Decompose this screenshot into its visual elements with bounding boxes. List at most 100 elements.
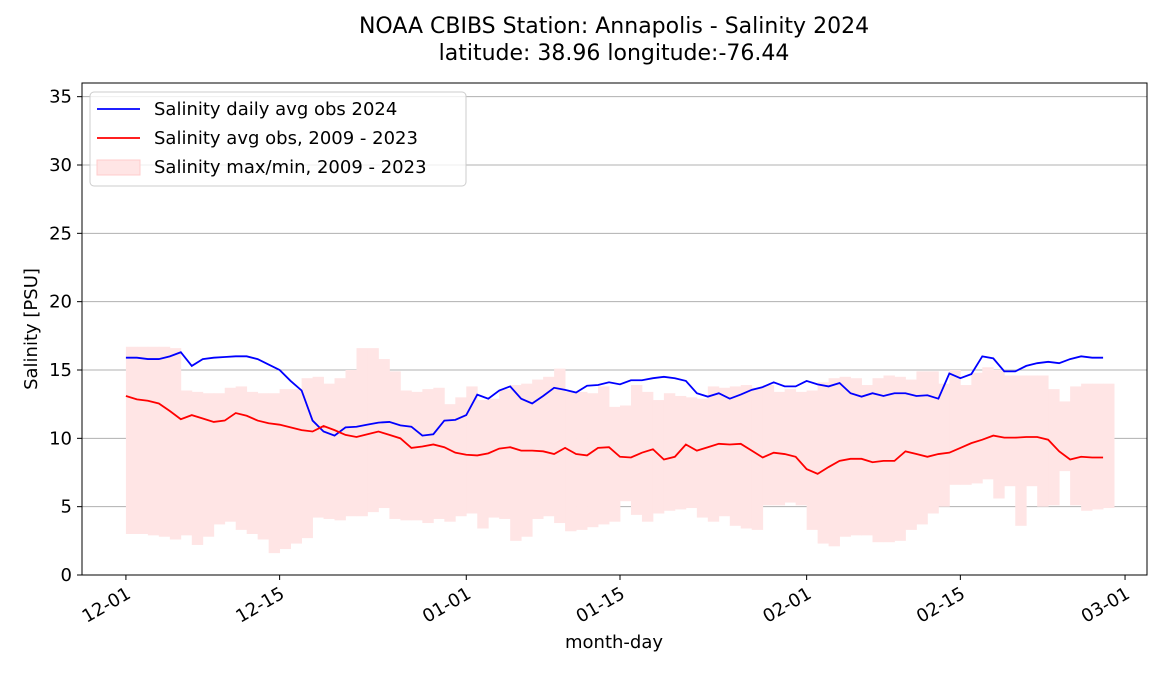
- range-band: [565, 391, 577, 532]
- range-band: [224, 387, 237, 522]
- range-band: [630, 385, 643, 515]
- x-tick-label: 12-15: [232, 583, 288, 627]
- range-band: [905, 379, 917, 530]
- range-band: [213, 393, 226, 525]
- range-band: [554, 368, 566, 524]
- x-tick-label: 12-01: [79, 583, 135, 627]
- range-band: [312, 376, 324, 518]
- legend: Salinity daily avg obs 2024 Salinity avg …: [89, 91, 467, 187]
- range-band: [400, 390, 412, 521]
- chart-title: NOAA CBIBS Station: Annapolis - Salinity…: [359, 14, 869, 39]
- range-band: [290, 389, 302, 544]
- range-band: [795, 391, 808, 506]
- legend-label: Salinity max/min, 2009 - 2023: [154, 157, 427, 178]
- range-band: [202, 393, 215, 537]
- range-band: [169, 348, 182, 540]
- range-band: [1004, 375, 1016, 487]
- range-band: [587, 393, 599, 528]
- range-band: [916, 371, 928, 525]
- range-band: [641, 391, 654, 522]
- range-band: [960, 385, 972, 485]
- series-line: [125, 351, 1104, 437]
- range-band: [609, 406, 621, 522]
- range-band: [1081, 383, 1093, 511]
- range-band: [663, 393, 676, 511]
- range-band: [598, 386, 610, 525]
- legend-box: [89, 91, 467, 187]
- range-band: [696, 398, 709, 518]
- range-band: [345, 370, 357, 517]
- legend-swatch: [96, 159, 141, 176]
- range-band: [729, 386, 742, 526]
- chart-subtitle: latitude: 38.96 longitude:-76.44: [439, 41, 790, 66]
- y-tick-label: 20: [49, 292, 72, 313]
- range-band: [532, 379, 544, 519]
- range-band: [125, 346, 138, 534]
- x-axis-label: month-day: [565, 632, 663, 653]
- range-band: [971, 372, 983, 484]
- range-band: [268, 393, 281, 554]
- x-tick-label: 03-01: [1078, 583, 1134, 627]
- range-band: [894, 376, 906, 541]
- range-band: [433, 387, 445, 519]
- range-band: [576, 391, 588, 530]
- range-band: [883, 375, 895, 543]
- range-band: [773, 391, 786, 506]
- range-band: [367, 348, 379, 513]
- y-tick-label: 15: [49, 360, 72, 381]
- range-band: [455, 397, 467, 517]
- range-band: [1015, 375, 1027, 526]
- range-band: [488, 398, 500, 518]
- range-band: [191, 391, 204, 545]
- range-band: [279, 389, 292, 550]
- y-tick-label: 10: [49, 428, 72, 449]
- y-tick-label: 30: [49, 155, 72, 176]
- range-band: [499, 389, 511, 519]
- range-band: [301, 378, 313, 539]
- range-band: [817, 382, 829, 544]
- range-band: [235, 386, 248, 530]
- range-band: [356, 348, 368, 517]
- range-band: [510, 385, 522, 541]
- range-band: [993, 370, 1005, 499]
- range-band: [751, 387, 764, 530]
- range-band: [927, 371, 939, 514]
- range-band: [652, 400, 665, 514]
- range-band: [1048, 389, 1060, 506]
- range-band: [1026, 375, 1038, 487]
- range-band: [158, 346, 171, 537]
- x-tick-label: 01-01: [419, 583, 475, 627]
- range-band: [334, 378, 346, 521]
- plot-frame: [81, 82, 1148, 576]
- range-band: [850, 378, 862, 536]
- x-tick-label: 02-15: [913, 583, 969, 627]
- range-band: [246, 391, 259, 534]
- series-line: [125, 395, 1104, 475]
- range-band: [411, 391, 423, 521]
- y-axis-label: Salinity [PSU]: [21, 268, 42, 390]
- range-band: [521, 383, 533, 537]
- range-band: [147, 346, 160, 536]
- range-band: [949, 370, 961, 485]
- range-band: [444, 404, 456, 522]
- range-band: [685, 397, 698, 509]
- range-band: [1070, 386, 1082, 506]
- range-band: [674, 395, 687, 510]
- y-tick-label: 5: [61, 497, 72, 518]
- x-tick-label: 01-15: [573, 583, 629, 627]
- range-band: [784, 389, 797, 503]
- y-tick-label: 25: [49, 223, 72, 244]
- y-tick-label: 0: [61, 565, 72, 586]
- range-band: [180, 390, 193, 536]
- range-band: [389, 371, 401, 519]
- y-tick-label: 35: [49, 87, 72, 108]
- range-band: [422, 389, 434, 524]
- range-band: [982, 367, 994, 480]
- range-band: [1059, 401, 1071, 472]
- range-band: [466, 386, 478, 514]
- range-band: [1103, 383, 1115, 509]
- range-band: [323, 383, 335, 519]
- range-band: [938, 383, 950, 507]
- range-band: [619, 405, 632, 502]
